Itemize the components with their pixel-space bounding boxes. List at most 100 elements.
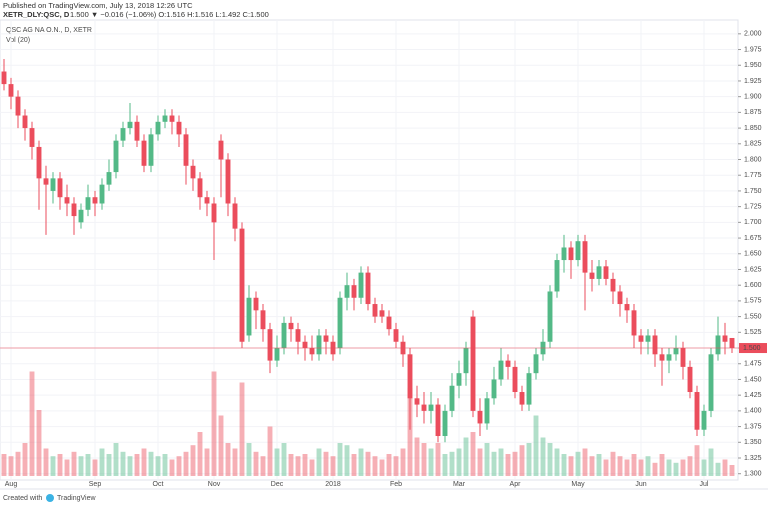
candle-body (701, 410, 707, 430)
candle-body (323, 335, 329, 342)
volume-bar (176, 456, 182, 476)
volume-bar (554, 448, 560, 476)
candle-body (533, 354, 539, 374)
candle-body (386, 316, 392, 330)
y-tick-label: 1.925 (744, 78, 762, 85)
volume-bar (190, 445, 196, 476)
candle-body (561, 247, 567, 261)
volume-bar (22, 443, 28, 476)
volume-bar (533, 415, 539, 476)
volume-bar (43, 448, 49, 476)
candle-body (624, 304, 630, 311)
y-tick-label: 1.375 (744, 423, 762, 430)
candle-body (295, 329, 301, 342)
candle-body (148, 134, 154, 166)
y-tick-label: 1.575 (744, 298, 762, 305)
volume-bar (477, 448, 483, 476)
y-tick-label: 1.775 (744, 172, 762, 179)
x-tick-label: Jun (635, 481, 646, 488)
volume-bar (344, 445, 350, 476)
volume-bar (722, 459, 728, 476)
candle-body (71, 203, 77, 217)
candle-body (666, 354, 672, 361)
candle-body (421, 404, 427, 411)
candle-body (729, 337, 735, 349)
volume-bar (645, 456, 651, 476)
candle-body (260, 310, 266, 330)
candle-body (512, 366, 518, 393)
volume-bar (463, 437, 469, 476)
candle-body (134, 121, 140, 141)
y-tick-label: 1.425 (744, 392, 762, 399)
y-tick-label: 1.350 (744, 439, 762, 446)
volume-bar (295, 456, 301, 476)
volume-bar (617, 456, 623, 476)
volume-bar (288, 454, 294, 476)
volume-bar (512, 451, 518, 476)
volume-bar (211, 371, 217, 476)
candle-body (253, 297, 259, 311)
candle-body (554, 260, 560, 292)
candle-body (197, 178, 203, 198)
candle-body (169, 115, 175, 122)
volume-bar (498, 448, 504, 476)
candle-body (267, 329, 273, 361)
candle-body (1, 71, 7, 85)
candle-body (456, 373, 462, 386)
candle-body (519, 392, 525, 405)
candle-body (603, 266, 609, 279)
candle-body (505, 360, 511, 367)
volume-bar (505, 454, 511, 476)
y-tick-label: 1.325 (744, 455, 762, 462)
volume-bar (435, 443, 441, 476)
volume-bar (568, 456, 574, 476)
volume-bar (8, 456, 14, 476)
volume-bar (596, 454, 602, 476)
candle-body (491, 379, 497, 399)
volume-bar (694, 445, 700, 476)
volume-bar (309, 459, 315, 476)
volume-bar (155, 456, 161, 476)
volume-bar (372, 456, 378, 476)
candle-body (85, 197, 91, 210)
candle-body (638, 335, 644, 342)
volume-bar (526, 443, 532, 476)
y-tick-label: 1.800 (744, 156, 762, 163)
y-tick-label: 1.950 (744, 62, 762, 69)
volume-bar (673, 462, 679, 476)
candle-body (365, 272, 371, 305)
y-tick-label: 1.650 (744, 251, 762, 258)
volume-bar (302, 454, 308, 476)
candle-body (106, 172, 112, 185)
volume-bar (267, 426, 273, 476)
quote: 1.500 ▼ −0.016 (−1.06%) O:1.516 H:1.516 … (70, 10, 269, 19)
x-tick-label: Jul (700, 481, 709, 488)
candle-body (596, 266, 602, 279)
candle-body (631, 310, 637, 336)
volume-bar (540, 437, 546, 476)
volume-bar (15, 451, 21, 476)
volume-bar (379, 459, 385, 476)
candle-body (393, 329, 399, 342)
candle-body (246, 297, 252, 336)
volume-bar (99, 448, 105, 476)
x-tick-label: Oct (153, 481, 164, 488)
candle-body (722, 335, 728, 342)
volume-bar (232, 448, 238, 476)
candle-body (715, 335, 721, 355)
volume-bar (470, 432, 476, 476)
candle-body (372, 304, 378, 317)
volume-bar (715, 462, 721, 476)
candle-body (274, 348, 280, 361)
volume-bar (638, 459, 644, 476)
volume-bar (36, 410, 42, 476)
volume-bar (365, 451, 371, 476)
candle-body (232, 203, 238, 229)
candle-body (127, 121, 133, 129)
candle-body (239, 228, 245, 342)
candle-body (484, 398, 490, 424)
volume-bar (519, 445, 525, 476)
volume-bar (624, 459, 630, 476)
volume-bar (701, 459, 707, 476)
candle-body (22, 115, 28, 129)
